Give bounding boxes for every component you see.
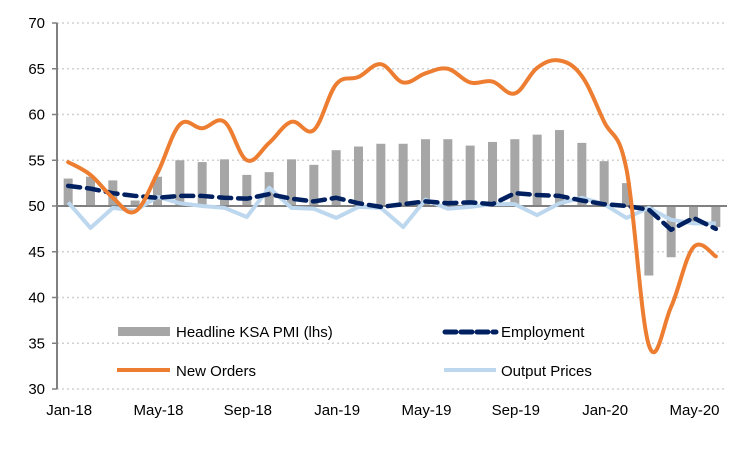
bar-may-20 — [689, 206, 698, 223]
y-axis-ticks: 30 35 40 45 50 55 60 65 70 — [28, 15, 57, 398]
bar-dec-19 — [577, 142, 587, 206]
y-tick-label: 35 — [28, 335, 45, 352]
y-tick-label: 65 — [28, 61, 45, 78]
bar-sep-18 — [242, 174, 252, 206]
line-output-prices — [66, 185, 716, 230]
bar-aug-18 — [220, 159, 229, 206]
y-tick-label: 40 — [28, 290, 45, 307]
x-tick-label: Jan-19 — [314, 402, 360, 419]
x-tick-label: May-18 — [133, 402, 183, 419]
bar-dec-18 — [309, 164, 319, 206]
line-employment — [65, 183, 719, 233]
bar-feb-20 — [622, 183, 631, 206]
line-series — [65, 58, 719, 355]
x-tick-label: Jan-20 — [582, 402, 628, 419]
legend-label-employment: Employment — [501, 324, 585, 341]
legend-label-output-prices: Output Prices — [501, 363, 592, 380]
bar-feb-19 — [354, 146, 363, 206]
bar-mar-20 — [644, 206, 654, 276]
y-tick-label: 70 — [28, 15, 45, 32]
bar-mar-19 — [376, 143, 386, 206]
legend-label-headline-pmi: Headline KSA PMI (lhs) — [176, 324, 333, 341]
y-tick-label: 30 — [28, 381, 45, 398]
line-new-orders — [66, 58, 718, 355]
bar-may-19 — [421, 139, 430, 206]
bar-jun-20 — [711, 206, 721, 228]
x-axis-ticks: Jan-18 May-18 Sep-18 Jan-19 May-19 Sep-19 Jan-… — [46, 402, 719, 419]
x-tick-label: May-20 — [669, 402, 719, 419]
bar-aug-19 — [488, 141, 497, 206]
bar-apr-18 — [130, 200, 140, 206]
bar-jun-18 — [175, 160, 185, 206]
legend-label-new-orders: New Orders — [176, 363, 256, 380]
y-tick-label: 50 — [28, 198, 45, 215]
bar-jan-18 — [63, 178, 73, 206]
bar-sep-19 — [510, 139, 520, 206]
bar-may-18 — [153, 176, 162, 206]
legend-swatch-headline-pmi — [118, 327, 170, 336]
x-tick-label: Sep-18 — [224, 402, 272, 419]
bar-feb-18 — [86, 176, 95, 206]
x-tick-label: Sep-19 — [492, 402, 540, 419]
legend: Headline KSA PMI (lhs) Employment New Or… — [117, 324, 592, 380]
bar-series-headline-pmi — [63, 130, 721, 276]
y-tick-label: 55 — [28, 152, 45, 169]
bar-oct-19 — [532, 134, 542, 206]
y-tick-label: 45 — [28, 244, 45, 261]
gridlines — [57, 22, 727, 390]
y-tick-label: 60 — [28, 107, 45, 124]
bar-apr-19 — [398, 143, 408, 206]
x-tick-label: Jan-18 — [46, 402, 92, 419]
bar-jul-19 — [465, 145, 475, 206]
bar-jun-19 — [443, 139, 453, 206]
x-tick-label: May-19 — [401, 402, 451, 419]
bar-nov-18 — [287, 159, 296, 206]
bar-nov-19 — [555, 130, 564, 206]
bar-jan-19 — [331, 150, 341, 206]
bar-jan-20 — [599, 161, 609, 206]
bar-jul-18 — [197, 162, 207, 206]
